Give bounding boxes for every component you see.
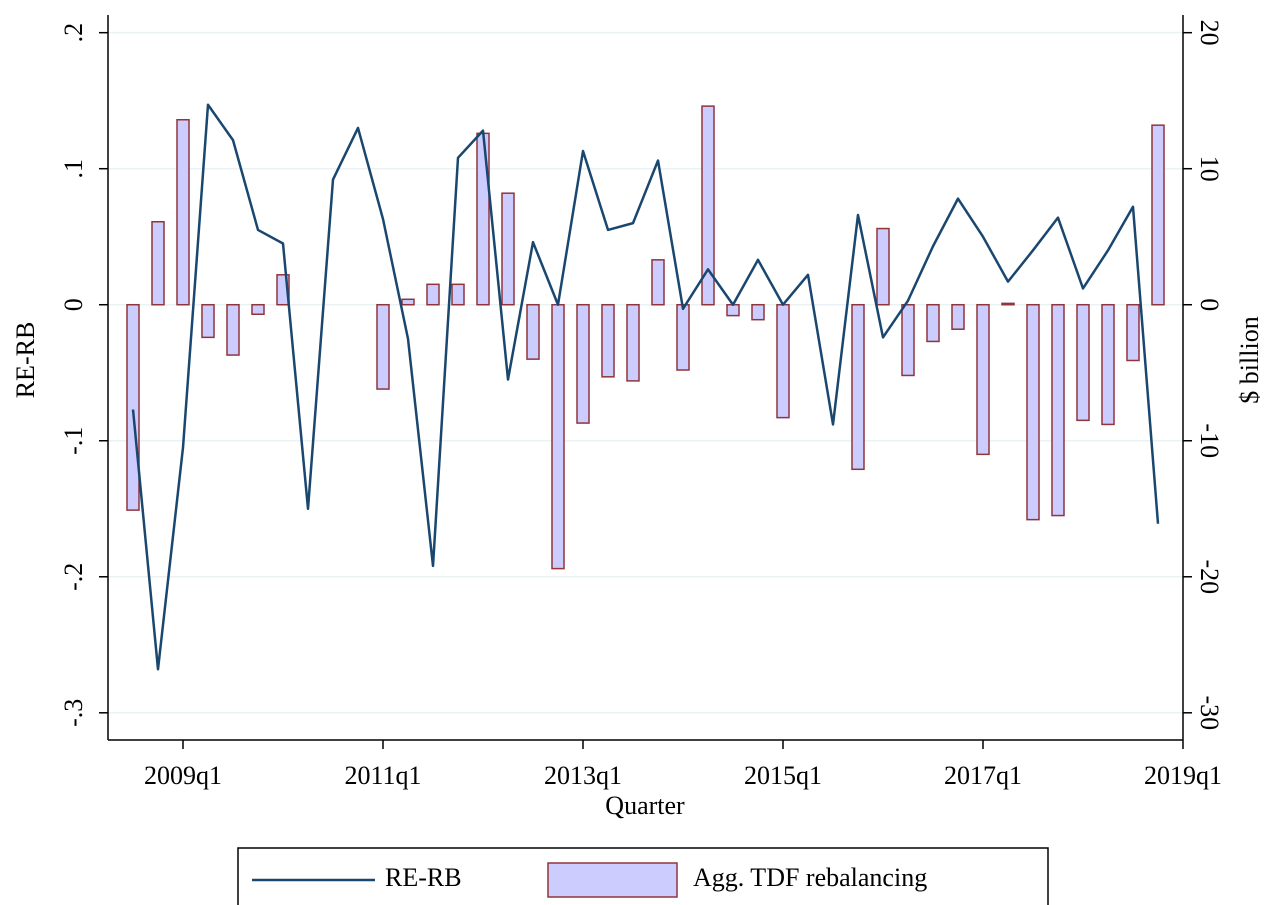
bar	[1026, 303, 1040, 521]
bar	[976, 303, 990, 456]
x-tick-label: 2011q1	[344, 761, 421, 790]
bar	[201, 303, 215, 339]
y2-tick-label: -30	[1195, 695, 1224, 730]
bar	[151, 221, 165, 306]
bar	[1076, 303, 1090, 422]
bar	[426, 283, 440, 306]
bar	[676, 303, 690, 371]
bar	[901, 303, 915, 377]
y-axis-title: RE-RB	[11, 322, 40, 399]
bar	[501, 192, 515, 306]
bar	[1151, 124, 1165, 306]
y-tick-label: -.3	[59, 699, 88, 727]
legend-label: Agg. TDF rebalancing	[693, 863, 927, 892]
bar	[251, 303, 265, 315]
bar	[226, 303, 240, 356]
bar	[876, 227, 890, 306]
bar	[126, 303, 140, 511]
bar	[951, 303, 965, 330]
x-tick-label: 2015q1	[744, 761, 822, 790]
y2-tick-label: 10	[1195, 156, 1224, 182]
y-tick-label: 0	[59, 298, 88, 311]
x-tick-label: 2019q1	[1144, 761, 1222, 790]
bar	[1001, 302, 1015, 306]
bar	[451, 283, 465, 306]
y-tick-label: .1	[59, 159, 88, 179]
x-tick-label: 2017q1	[944, 761, 1022, 790]
bar	[401, 298, 415, 306]
bar	[726, 303, 740, 317]
y-tick-label: -.1	[59, 427, 88, 455]
y2-axis-title: $ billion	[1235, 316, 1264, 403]
bar	[626, 303, 640, 382]
bar	[1126, 303, 1140, 362]
y2-tick-label: -10	[1195, 423, 1224, 458]
bar	[376, 303, 390, 390]
bar	[576, 303, 590, 424]
x-tick-label: 2013q1	[544, 761, 622, 790]
bar	[526, 303, 540, 360]
x-tick-label: 2009q1	[144, 761, 222, 790]
y2-tick-label: -20	[1195, 559, 1224, 594]
bar	[701, 105, 715, 306]
y2-tick-label: 0	[1195, 298, 1224, 311]
bar	[1051, 303, 1065, 517]
y-tick-label: .2	[59, 23, 88, 43]
bar	[176, 118, 190, 306]
bar	[776, 303, 790, 419]
bar	[651, 259, 665, 306]
bar	[851, 303, 865, 471]
bar	[476, 132, 490, 306]
bar	[1101, 303, 1115, 426]
bar	[751, 303, 765, 321]
bar	[551, 303, 565, 570]
x-axis-title: Quarter	[605, 791, 685, 820]
legend-key	[547, 862, 678, 898]
bar	[926, 303, 940, 343]
legend-label: RE-RB	[385, 863, 462, 892]
line	[131, 103, 1160, 671]
y2-tick-label: 20	[1195, 20, 1224, 46]
bar	[601, 303, 615, 378]
y-tick-label: -.2	[59, 563, 88, 591]
